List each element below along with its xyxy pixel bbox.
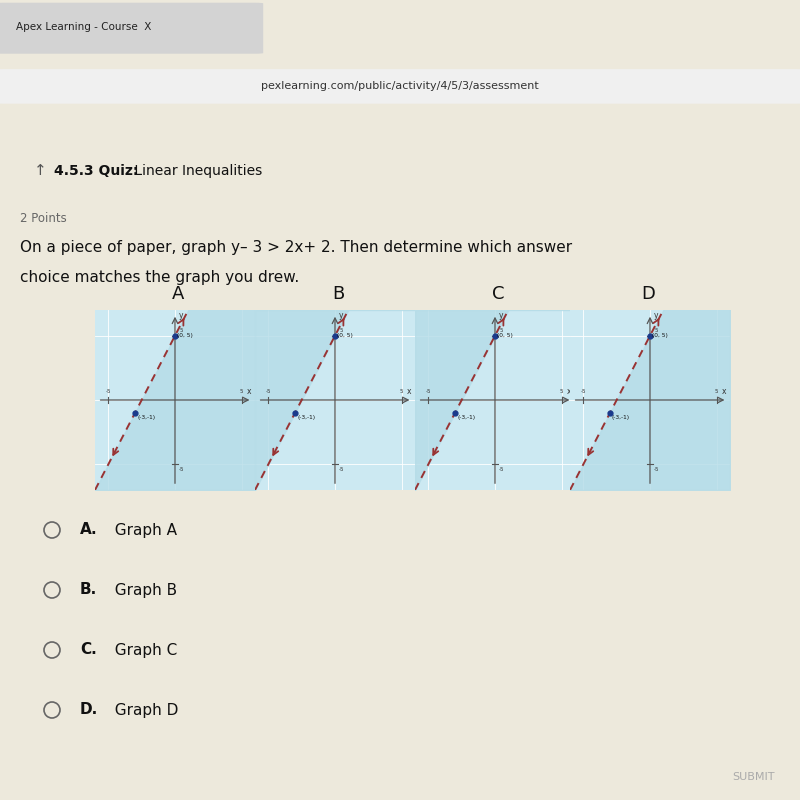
FancyBboxPatch shape (0, 69, 800, 104)
Text: A: A (172, 285, 184, 303)
Text: 4.5.3 Quiz:: 4.5.3 Quiz: (54, 164, 138, 178)
Text: B.: B. (80, 582, 98, 598)
Text: Graph C: Graph C (105, 642, 178, 658)
Text: Graph B: Graph B (105, 582, 177, 598)
Text: -5: -5 (178, 466, 184, 472)
Text: (0, 5): (0, 5) (337, 334, 353, 338)
Text: y: y (654, 310, 658, 320)
Text: 5: 5 (715, 389, 718, 394)
Text: 5: 5 (654, 328, 658, 333)
Text: 5: 5 (180, 328, 183, 333)
Text: y: y (178, 310, 183, 320)
FancyBboxPatch shape (0, 2, 263, 54)
Text: D: D (641, 285, 655, 303)
Text: (-3,-1): (-3,-1) (137, 414, 155, 420)
Text: -5: -5 (266, 389, 271, 394)
Text: x: x (567, 386, 571, 395)
Text: (-3,-1): (-3,-1) (612, 414, 630, 420)
Text: x: x (247, 386, 251, 395)
Text: 5: 5 (400, 389, 403, 394)
Text: 2 Points: 2 Points (20, 212, 66, 225)
Text: x: x (407, 386, 411, 395)
Text: -5: -5 (106, 389, 111, 394)
Text: 5: 5 (240, 389, 243, 394)
Text: y: y (498, 310, 503, 320)
Text: choice matches the graph you drew.: choice matches the graph you drew. (20, 270, 299, 285)
Text: -5: -5 (498, 466, 504, 472)
Text: -5: -5 (654, 466, 659, 472)
Text: SUBMIT: SUBMIT (733, 772, 775, 782)
Text: Linear Inequalities: Linear Inequalities (130, 164, 262, 178)
Text: (0, 5): (0, 5) (177, 334, 193, 338)
Text: 5: 5 (500, 328, 503, 333)
Text: B: B (332, 285, 344, 303)
Text: (-3,-1): (-3,-1) (297, 414, 315, 420)
Text: pexlearning.com/public/activity/4/5/3/assessment: pexlearning.com/public/activity/4/5/3/as… (261, 81, 539, 90)
Text: -5: -5 (581, 389, 586, 394)
Text: C.: C. (80, 642, 97, 658)
Text: Apex Learning - Course  X: Apex Learning - Course X (16, 22, 151, 32)
Text: A.: A. (80, 522, 98, 538)
Text: ↑: ↑ (34, 163, 46, 178)
Text: y: y (338, 310, 343, 320)
Text: On a piece of paper, graph y– 3 > 2x+ 2. Then determine which answer: On a piece of paper, graph y– 3 > 2x+ 2.… (20, 240, 572, 255)
Text: 5: 5 (340, 328, 343, 333)
Text: C: C (492, 285, 504, 303)
Text: (0, 5): (0, 5) (652, 334, 668, 338)
Text: (0, 5): (0, 5) (497, 334, 513, 338)
Text: Graph D: Graph D (105, 702, 178, 718)
Text: D.: D. (80, 702, 98, 718)
Text: (-3,-1): (-3,-1) (457, 414, 475, 420)
Text: x: x (722, 386, 726, 395)
Text: 5: 5 (560, 389, 563, 394)
Text: -5: -5 (338, 466, 344, 472)
Text: -5: -5 (426, 389, 431, 394)
Text: Graph A: Graph A (105, 522, 177, 538)
